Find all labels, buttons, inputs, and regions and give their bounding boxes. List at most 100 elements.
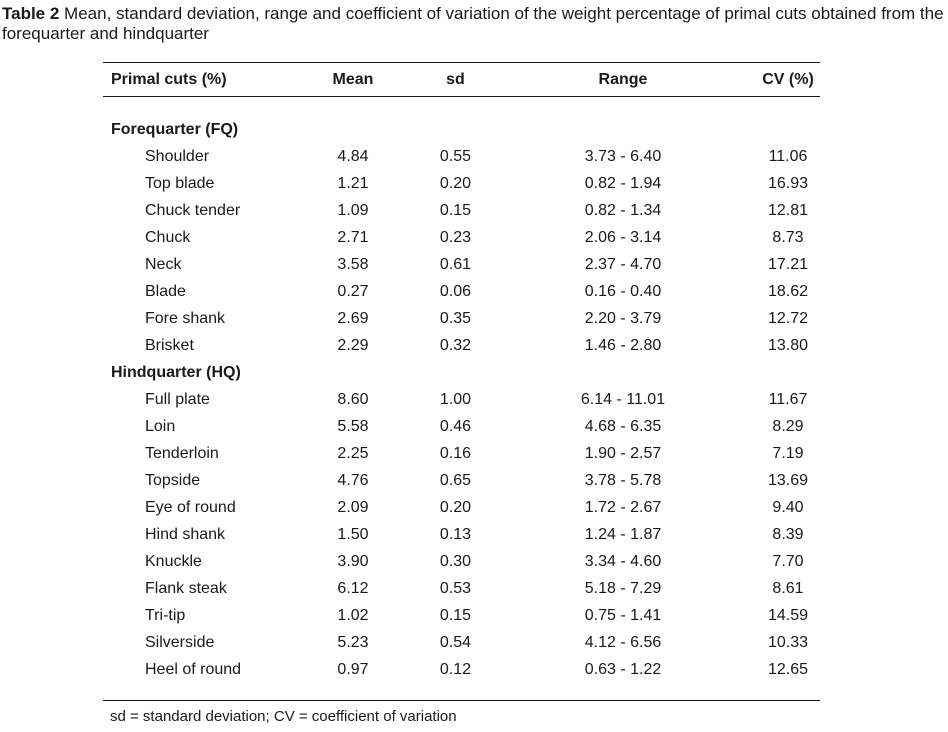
cell-sd: 0.46 bbox=[439, 418, 472, 435]
cell-cv: 10.33 bbox=[767, 634, 809, 651]
cell-primal-cut: Heel of round bbox=[145, 661, 242, 678]
group-title: Hindquarter (HQ) bbox=[111, 364, 241, 381]
cell-range: 0.82 - 1.34 bbox=[584, 202, 662, 219]
cell-range: 5.18 - 7.29 bbox=[584, 580, 662, 597]
cell-primal-cut: Neck bbox=[145, 256, 182, 273]
cell-cv: 12.81 bbox=[767, 202, 809, 219]
table-row: Knuckle 3.90 0.30 3.34 - 4.60 7.70 bbox=[103, 548, 820, 575]
table-top-rule bbox=[103, 62, 820, 63]
table-caption-text: Mean, standard deviation, range and coef… bbox=[2, 4, 944, 43]
table-row: Flank steak 6.12 0.53 5.18 - 7.29 8.61 bbox=[103, 575, 820, 602]
cell-primal-cut: Shoulder bbox=[145, 148, 210, 165]
cell-sd: 0.61 bbox=[439, 256, 472, 273]
cell-mean: 0.27 bbox=[337, 283, 369, 300]
cell-primal-cut: Knuckle bbox=[145, 553, 202, 570]
table-row: Neck 3.58 0.61 2.37 - 4.70 17.21 bbox=[103, 251, 820, 278]
cell-cv: 9.40 bbox=[772, 499, 804, 516]
cell-sd: 0.53 bbox=[439, 580, 472, 597]
cell-mean: 3.58 bbox=[337, 256, 369, 273]
cell-mean: 4.76 bbox=[337, 472, 369, 489]
cell-sd: 0.15 bbox=[439, 607, 472, 624]
header-cv: CV (%) bbox=[762, 71, 814, 88]
header-sd: sd bbox=[446, 71, 465, 88]
cell-range: 3.73 - 6.40 bbox=[584, 148, 662, 165]
cell-mean: 5.58 bbox=[337, 418, 369, 435]
table-row: Full plate 8.60 1.00 6.14 - 11.01 11.67 bbox=[103, 386, 820, 413]
cell-sd: 0.20 bbox=[439, 499, 472, 516]
cell-cv: 16.93 bbox=[767, 175, 809, 192]
cell-cv: 14.59 bbox=[767, 607, 809, 624]
cell-sd: 0.54 bbox=[439, 634, 472, 651]
table-bottom-rule bbox=[103, 700, 820, 701]
cell-primal-cut: Silverside bbox=[145, 634, 215, 651]
cell-mean: 2.69 bbox=[337, 310, 369, 327]
cell-mean: 1.02 bbox=[337, 607, 369, 624]
cell-sd: 0.20 bbox=[439, 175, 472, 192]
cell-cv: 8.73 bbox=[772, 229, 804, 246]
table-row: Brisket 2.29 0.32 1.46 - 2.80 13.80 bbox=[103, 332, 820, 359]
cell-cv: 7.70 bbox=[772, 553, 804, 570]
cell-sd: 0.55 bbox=[439, 148, 472, 165]
table-group-heading: Hindquarter (HQ) bbox=[103, 359, 820, 386]
header-mean: Mean bbox=[332, 71, 374, 88]
cell-cv: 11.06 bbox=[768, 148, 808, 165]
cell-mean: 3.90 bbox=[337, 553, 369, 570]
cell-range: 2.37 - 4.70 bbox=[584, 256, 662, 273]
cell-primal-cut: Chuck tender bbox=[145, 202, 241, 219]
table-row: Chuck tender 1.09 0.15 0.82 - 1.34 12.81 bbox=[103, 197, 820, 224]
table-row: Eye of round 2.09 0.20 1.72 - 2.67 9.40 bbox=[103, 494, 820, 521]
cell-range: 4.68 - 6.35 bbox=[584, 418, 662, 435]
cell-range: 6.14 - 11.01 bbox=[580, 391, 666, 408]
cell-range: 1.46 - 2.80 bbox=[584, 337, 662, 354]
cell-cv: 11.67 bbox=[768, 391, 808, 408]
cell-range: 1.72 - 2.67 bbox=[584, 499, 662, 516]
cell-mean: 6.12 bbox=[337, 580, 369, 597]
table-row: Chuck 2.71 0.23 2.06 - 3.14 8.73 bbox=[103, 224, 820, 251]
table-group-heading: Forequarter (FQ) bbox=[103, 116, 820, 143]
cell-sd: 0.32 bbox=[439, 337, 472, 354]
table-row: Fore shank 2.69 0.35 2.20 - 3.79 12.72 bbox=[103, 305, 820, 332]
cell-range: 3.34 - 4.60 bbox=[584, 553, 662, 570]
cell-cv: 13.69 bbox=[767, 472, 809, 489]
cell-cv: 8.61 bbox=[772, 580, 804, 597]
cell-range: 0.16 - 0.40 bbox=[584, 283, 662, 300]
cell-mean: 4.84 bbox=[337, 148, 369, 165]
cell-cv: 17.21 bbox=[767, 256, 809, 273]
table-caption-label: Table 2 bbox=[2, 4, 60, 23]
header-primal-cuts: Primal cuts (%) bbox=[111, 71, 227, 88]
cell-sd: 0.06 bbox=[439, 283, 472, 300]
table-header-row: Primal cuts (%) Mean sd Range CV (%) bbox=[103, 66, 820, 93]
cell-range: 0.75 - 1.41 bbox=[584, 607, 662, 624]
cell-mean: 8.60 bbox=[337, 391, 369, 408]
cell-cv: 7.19 bbox=[772, 445, 804, 462]
cell-range: 2.20 - 3.79 bbox=[584, 310, 662, 327]
table-row: Tri-tip 1.02 0.15 0.75 - 1.41 14.59 bbox=[103, 602, 820, 629]
table-row: Heel of round 0.97 0.12 0.63 - 1.22 12.65 bbox=[103, 656, 820, 683]
cell-mean: 2.29 bbox=[337, 337, 369, 354]
cell-cv: 18.62 bbox=[767, 283, 809, 300]
cell-range: 0.63 - 1.22 bbox=[584, 661, 662, 678]
cell-primal-cut: Flank steak bbox=[145, 580, 227, 597]
cell-sd: 0.35 bbox=[439, 310, 472, 327]
table-row: Hind shank 1.50 0.13 1.24 - 1.87 8.39 bbox=[103, 521, 820, 548]
table-row: Top blade 1.21 0.20 0.82 - 1.94 16.93 bbox=[103, 170, 820, 197]
table-row: Loin 5.58 0.46 4.68 - 6.35 8.29 bbox=[103, 413, 820, 440]
cell-primal-cut: Chuck bbox=[145, 229, 191, 246]
cell-sd: 0.16 bbox=[439, 445, 472, 462]
cell-primal-cut: Loin bbox=[145, 418, 176, 435]
cell-mean: 5.23 bbox=[337, 634, 369, 651]
cell-cv: 13.80 bbox=[767, 337, 809, 354]
cell-range: 3.78 - 5.78 bbox=[584, 472, 662, 489]
cell-mean: 1.09 bbox=[337, 202, 369, 219]
cell-cv: 8.39 bbox=[772, 526, 804, 543]
table-row: Tenderloin 2.25 0.16 1.90 - 2.57 7.19 bbox=[103, 440, 820, 467]
cell-primal-cut: Hind shank bbox=[145, 526, 226, 543]
table-row: Shoulder 4.84 0.55 3.73 - 6.40 11.06 bbox=[103, 143, 820, 170]
cell-primal-cut: Brisket bbox=[145, 337, 194, 354]
cell-primal-cut: Top blade bbox=[145, 175, 215, 192]
cell-mean: 1.21 bbox=[337, 175, 369, 192]
cell-sd: 0.13 bbox=[439, 526, 472, 543]
cell-cv: 12.65 bbox=[767, 661, 809, 678]
cell-sd: 0.15 bbox=[439, 202, 472, 219]
group-title: Forequarter (FQ) bbox=[111, 121, 239, 138]
